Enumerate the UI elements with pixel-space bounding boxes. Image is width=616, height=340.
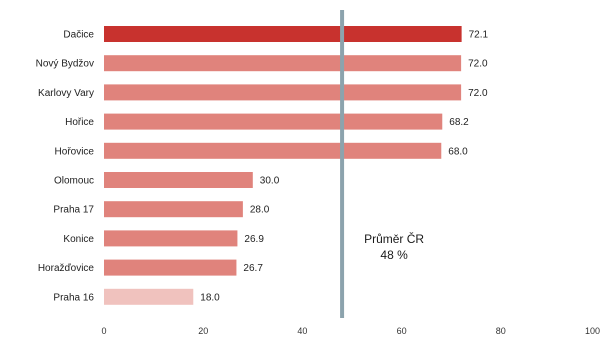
category-label: Praha 16: [53, 292, 94, 303]
x-tick-label: 20: [198, 326, 208, 336]
bar: [104, 84, 462, 101]
value-label: 30.0: [260, 176, 280, 187]
category-label: Konice: [63, 234, 94, 245]
bar: [104, 259, 237, 276]
category-label: Hořovice: [55, 146, 95, 157]
reference-line-group: Průměr ČR 48 %: [340, 10, 424, 318]
reference-label-line1: Průměr ČR: [364, 231, 424, 246]
category-label: Karlovy Vary: [38, 88, 94, 99]
x-axis: 0 20 40 60 80 100: [101, 326, 600, 336]
bar: [104, 230, 238, 247]
category-label: Olomouc: [54, 176, 94, 187]
bar: [104, 113, 443, 130]
bar: [104, 201, 243, 218]
average-reference-line: [340, 10, 345, 318]
x-tick-label: 60: [397, 326, 407, 336]
value-label: 72.0: [468, 88, 488, 99]
x-tick-label: 40: [297, 326, 307, 336]
value-label: 26.7: [243, 263, 263, 274]
x-tick-label: 80: [496, 326, 506, 336]
value-label: 26.9: [244, 234, 264, 245]
bar: [104, 55, 462, 72]
category-label: Praha 17: [53, 205, 94, 216]
bar: [104, 26, 462, 42]
value-label: 68.0: [448, 146, 468, 157]
bar: [104, 288, 194, 305]
bar: [104, 172, 253, 188]
value-label: 68.2: [449, 117, 469, 128]
value-label: 72.1: [469, 30, 489, 41]
x-tick-label: 100: [585, 326, 600, 336]
value-label: 28.0: [250, 205, 270, 216]
category-label: Horažďovice: [38, 263, 95, 274]
category-label: Nový Bydžov: [36, 59, 94, 70]
category-label: Dačice: [63, 30, 94, 41]
bar: [104, 142, 442, 159]
x-tick-label: 0: [101, 326, 106, 336]
bars-layer: Dačice 72.1 Nový Bydžov 72.0 Karlovy Vary 72.…: [36, 26, 489, 305]
value-label: 72.0: [468, 59, 488, 70]
category-label: Hořice: [65, 117, 94, 128]
reference-label-line2: 48 %: [380, 248, 408, 262]
value-label: 18.0: [200, 292, 220, 303]
